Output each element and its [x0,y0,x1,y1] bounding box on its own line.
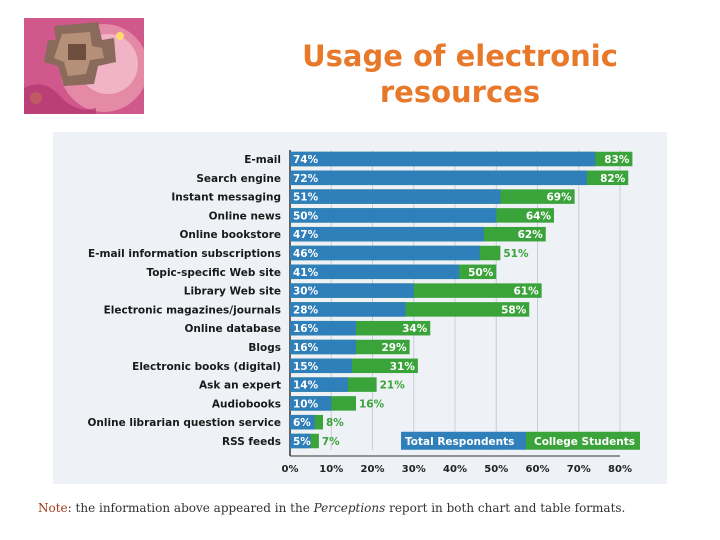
x-tick-label: 10% [319,464,343,475]
college-value-label: 62% [518,229,544,241]
legend-swatch-total-respondents [401,431,526,450]
category-label: Audiobooks [212,398,281,410]
bar-total-respondents [290,170,587,186]
bar-total-respondents [290,320,356,336]
category-label: E-mail [244,154,281,166]
x-tick-label: 60% [526,464,550,475]
x-tick-label: 30% [402,464,426,475]
category-label: Blogs [248,342,281,354]
bar-total-respondents [290,433,311,449]
total-value-label: 16% [293,323,319,335]
college-value-label: 21% [380,380,406,392]
college-value-label: 50% [468,267,494,279]
category-label: Electronic books (digital) [132,361,281,373]
bar-total-respondents [290,245,480,261]
category-label: Topic-specific Web site [146,267,281,279]
college-value-label: 82% [600,173,626,185]
college-value-label: 64% [526,210,552,222]
bar-total-respondents [290,339,356,355]
total-value-label: 47% [293,229,319,241]
category-label: Online database [184,323,281,335]
bar-total-respondents [290,283,414,298]
total-value-label: 15% [293,361,319,373]
bar-total-respondents [290,264,460,280]
x-tick-label: 70% [567,464,591,475]
college-value-label: 31% [390,361,416,373]
total-value-label: 28% [293,304,319,316]
college-value-label: 83% [604,154,630,166]
note-report-name: Perceptions [313,501,386,515]
bar-total-respondents [290,189,501,204]
bar-total-respondents [290,226,484,242]
college-value-label: 69% [546,192,572,204]
college-value-label: 34% [402,323,428,335]
bar-total-respondents [290,377,348,392]
category-label: Online bookstore [179,229,281,241]
category-label: Online news [209,210,281,222]
bar-total-respondents [290,358,352,374]
note-text-after: report in both chart and table formats. [385,501,626,515]
x-tick-label: 20% [361,464,385,475]
legend-label-college-students: College Students [534,436,635,448]
bar-chart: 0% 10% 20% 30% 40% 50% 60% 70% 80% E-mail 74% 83% Se… [88,150,640,475]
total-value-label: 46% [293,248,319,260]
total-value-label: 6% [293,417,311,429]
category-label: RSS feeds [222,436,281,448]
x-tick-label: 80% [608,464,632,475]
total-value-label: 72% [293,173,319,185]
footnote: Note: the information above appeared in … [38,501,625,515]
note-text-before: : the information above appeared in the [67,501,314,515]
category-label: E-mail information subscriptions [88,248,281,260]
category-label: Online librarian question service [88,417,282,429]
total-value-label: 10% [293,398,319,410]
category-label: Electronic magazines/journals [104,304,281,316]
college-value-label: 7% [322,436,340,448]
college-value-label: 16% [359,398,385,410]
x-tick-label: 0% [282,464,299,475]
bar-total-respondents [290,302,406,317]
category-label: Instant messaging [171,192,281,204]
college-value-label: 58% [501,304,527,316]
total-value-label: 41% [293,267,319,279]
legend-label-total-respondents: Total Respondents [405,436,514,448]
x-tick-label: 40% [443,464,467,475]
college-value-label: 61% [513,286,539,298]
bar-total-respondents [290,396,332,411]
college-value-label: 8% [326,417,344,429]
bar-total-respondents [290,414,315,430]
x-tick-label: 50% [484,464,508,475]
category-label: Library Web site [184,286,281,298]
total-value-label: 14% [293,380,319,392]
total-value-label: 5% [293,436,311,448]
total-value-label: 50% [293,210,319,222]
total-value-label: 51% [293,192,319,204]
college-value-label: 51% [503,248,529,260]
collage-logo-image [24,18,148,114]
note-label: Note [38,501,68,515]
category-label: Search engine [196,173,281,185]
bar-total-respondents [290,151,596,167]
college-value-label: 29% [381,342,407,354]
total-value-label: 16% [293,342,319,354]
slide-title: Usage of electronic resources [302,39,618,109]
bar-total-respondents [290,208,497,223]
total-value-label: 30% [293,286,319,298]
total-value-label: 74% [293,154,319,166]
category-label: Ask an expert [199,380,281,392]
legend-swatch-college-students [526,431,640,450]
